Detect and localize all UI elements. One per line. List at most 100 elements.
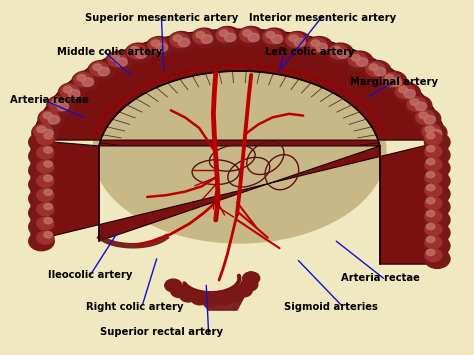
Circle shape: [286, 33, 305, 47]
Circle shape: [88, 61, 115, 81]
Circle shape: [108, 53, 127, 67]
Circle shape: [43, 112, 52, 119]
Circle shape: [44, 231, 52, 238]
Circle shape: [219, 30, 228, 37]
Circle shape: [29, 175, 54, 194]
Circle shape: [374, 67, 386, 76]
Circle shape: [369, 64, 378, 71]
Circle shape: [426, 211, 435, 217]
Text: Superior mesenteric artery: Superior mesenteric artery: [85, 13, 238, 23]
Ellipse shape: [93, 59, 386, 243]
Circle shape: [425, 236, 442, 249]
Circle shape: [425, 132, 450, 152]
Circle shape: [416, 110, 435, 125]
Circle shape: [191, 292, 208, 305]
Circle shape: [425, 171, 450, 191]
Circle shape: [193, 29, 212, 44]
Circle shape: [93, 64, 102, 71]
Circle shape: [47, 95, 73, 115]
Circle shape: [425, 132, 442, 145]
Text: Arteria rectae: Arteria rectae: [10, 95, 89, 105]
Circle shape: [390, 78, 401, 87]
Circle shape: [404, 89, 415, 98]
Circle shape: [425, 249, 450, 268]
Circle shape: [203, 293, 220, 306]
Circle shape: [191, 28, 218, 48]
Circle shape: [37, 217, 54, 230]
Circle shape: [82, 78, 94, 87]
Circle shape: [48, 115, 60, 124]
Circle shape: [426, 236, 435, 243]
Circle shape: [308, 38, 327, 52]
Circle shape: [171, 285, 188, 297]
Polygon shape: [31, 29, 447, 264]
Circle shape: [237, 27, 264, 47]
Circle shape: [380, 71, 407, 91]
Circle shape: [316, 43, 328, 52]
Circle shape: [311, 40, 320, 47]
Circle shape: [227, 289, 244, 301]
Circle shape: [196, 32, 205, 38]
Circle shape: [425, 210, 442, 223]
Text: Sigmoid arteries: Sigmoid arteries: [284, 301, 378, 312]
Polygon shape: [190, 289, 246, 310]
Circle shape: [405, 95, 432, 115]
Circle shape: [426, 185, 435, 191]
Circle shape: [426, 146, 435, 152]
Circle shape: [37, 203, 54, 216]
Circle shape: [337, 50, 348, 58]
Circle shape: [44, 189, 52, 196]
Circle shape: [426, 197, 435, 204]
Circle shape: [243, 30, 252, 37]
Text: Interior mesenteric artery: Interior mesenteric artery: [248, 13, 396, 23]
Circle shape: [165, 279, 182, 292]
Circle shape: [425, 184, 442, 197]
Circle shape: [40, 110, 59, 125]
Circle shape: [42, 129, 54, 138]
Circle shape: [410, 99, 419, 105]
Circle shape: [29, 189, 54, 208]
Circle shape: [425, 159, 450, 178]
Circle shape: [44, 175, 52, 181]
Circle shape: [214, 27, 241, 47]
Circle shape: [29, 161, 54, 180]
Circle shape: [44, 218, 52, 224]
Circle shape: [68, 89, 80, 98]
Circle shape: [38, 109, 65, 129]
Circle shape: [346, 51, 373, 71]
Circle shape: [90, 62, 109, 76]
Circle shape: [29, 218, 54, 236]
Circle shape: [425, 236, 450, 255]
Circle shape: [243, 272, 260, 285]
Circle shape: [399, 86, 408, 93]
Circle shape: [180, 289, 197, 302]
Text: Left colic artery: Left colic artery: [265, 47, 355, 57]
Circle shape: [60, 84, 79, 99]
Circle shape: [332, 47, 341, 53]
Circle shape: [130, 47, 139, 53]
Circle shape: [116, 58, 128, 66]
Circle shape: [394, 83, 420, 103]
Circle shape: [426, 159, 435, 165]
Circle shape: [415, 102, 427, 111]
Circle shape: [178, 38, 190, 47]
Circle shape: [125, 43, 152, 63]
Text: Middle colic artery: Middle colic artery: [57, 47, 163, 57]
Circle shape: [351, 55, 360, 61]
Circle shape: [32, 123, 59, 143]
Circle shape: [419, 112, 428, 119]
Circle shape: [37, 175, 54, 187]
Circle shape: [430, 129, 442, 138]
Circle shape: [426, 132, 435, 139]
Circle shape: [425, 197, 442, 210]
Circle shape: [37, 126, 46, 133]
Circle shape: [425, 158, 442, 171]
Circle shape: [366, 62, 385, 76]
Circle shape: [422, 124, 441, 138]
Circle shape: [289, 35, 298, 42]
Circle shape: [29, 231, 54, 251]
Circle shape: [37, 132, 54, 145]
Circle shape: [58, 83, 85, 103]
Circle shape: [29, 203, 54, 223]
Circle shape: [37, 189, 54, 202]
